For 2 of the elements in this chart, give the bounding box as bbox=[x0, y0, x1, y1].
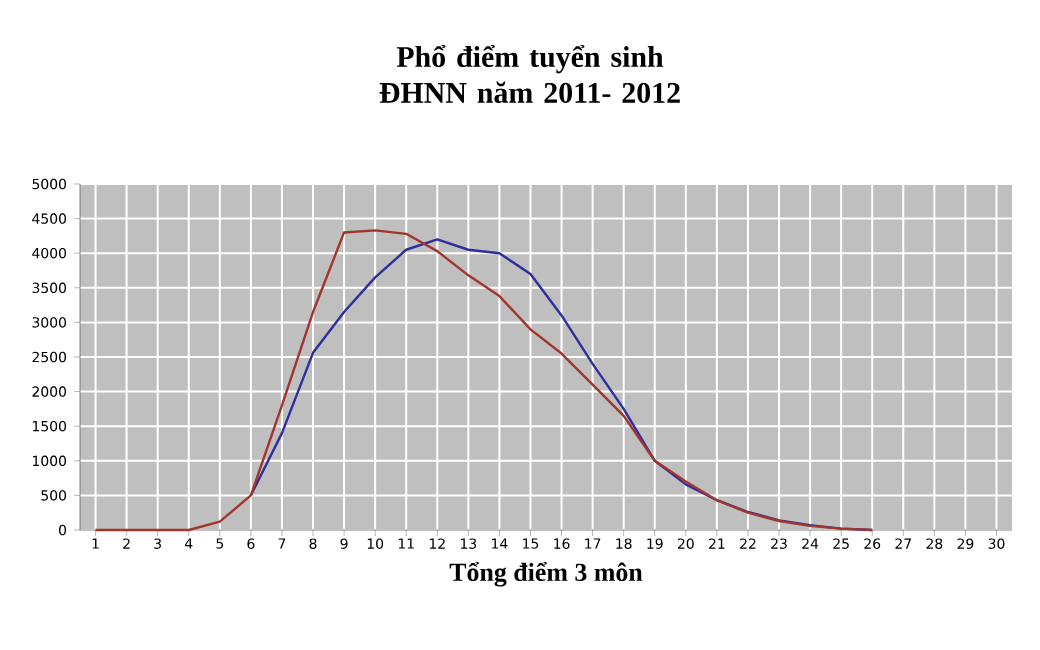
chart-title: Phổ điểm tuyển sinh ĐHNN năm 2011- 2012 bbox=[379, 45, 680, 103]
x-axis-title: Tổng điểm 3 môn bbox=[449, 561, 643, 587]
